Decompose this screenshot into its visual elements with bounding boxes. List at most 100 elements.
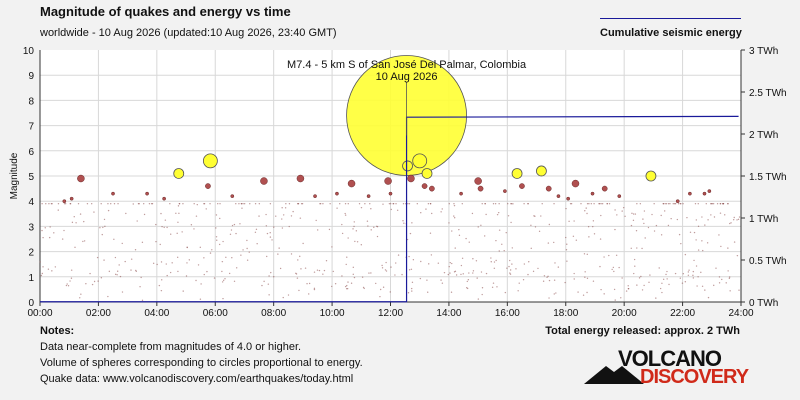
minor-quake-dot bbox=[80, 293, 82, 295]
minor-quake-dot bbox=[694, 203, 697, 205]
minor-quake-dot bbox=[528, 261, 530, 263]
minor-quake-dot bbox=[329, 203, 331, 205]
minor-quake-dot bbox=[339, 203, 341, 205]
minor-quake-dot bbox=[134, 249, 137, 251]
minor-quake-dot bbox=[503, 249, 505, 252]
minor-quake-dot bbox=[215, 227, 217, 229]
minor-quake-dot bbox=[313, 288, 316, 291]
minor-quake-dot bbox=[113, 203, 116, 205]
minor-quake-dot bbox=[213, 277, 216, 279]
quake-circle bbox=[202, 153, 218, 169]
total-energy-label: Total energy released: approx. 2 TWh bbox=[545, 325, 740, 337]
minor-quake-dot bbox=[588, 203, 590, 205]
minor-quake-dot bbox=[306, 283, 308, 285]
minor-quake-dot bbox=[453, 203, 455, 205]
minor-quake-dot bbox=[588, 236, 590, 238]
minor-quake-dot bbox=[727, 270, 729, 272]
minor-quake-dot bbox=[677, 203, 680, 205]
minor-quake-dot bbox=[493, 261, 496, 263]
minor-quake-dot bbox=[732, 219, 735, 221]
minor-quake-dot bbox=[461, 203, 463, 205]
quake-circle bbox=[617, 194, 622, 199]
minor-quake-dot bbox=[322, 273, 324, 275]
quake-circle bbox=[421, 183, 428, 189]
minor-quake-dot bbox=[554, 262, 556, 264]
minor-quake-dot bbox=[593, 233, 596, 235]
minor-quake-dot bbox=[103, 218, 106, 221]
minor-quake-dot bbox=[97, 280, 99, 282]
minor-quake-dot bbox=[716, 203, 719, 205]
minor-quake-dot bbox=[557, 266, 560, 268]
minor-quake-dot bbox=[509, 269, 512, 271]
minor-quake-dot bbox=[271, 239, 273, 241]
minor-quake-dot bbox=[506, 267, 508, 269]
minor-quake-dot bbox=[353, 221, 355, 223]
minor-quake-dot bbox=[107, 295, 109, 298]
minor-quake-dot bbox=[74, 246, 76, 249]
minor-quake-dot bbox=[158, 284, 161, 287]
minor-quake-dot bbox=[216, 239, 218, 241]
minor-quake-dot bbox=[297, 259, 299, 261]
minor-quake-dot bbox=[300, 203, 303, 205]
minor-quake-dot bbox=[50, 203, 53, 205]
y-tick-label: 2 bbox=[28, 248, 34, 259]
minor-quake-dot bbox=[178, 203, 181, 205]
minor-quake-dot bbox=[279, 267, 282, 270]
minor-quake-dot bbox=[381, 264, 383, 267]
quake-circle bbox=[566, 196, 571, 201]
minor-quake-dot bbox=[290, 253, 293, 255]
minor-quake-dot bbox=[268, 275, 270, 277]
x-tick-label: 22:00 bbox=[670, 308, 695, 319]
minor-quake-dot bbox=[706, 242, 709, 244]
minor-quake-dot bbox=[155, 240, 157, 243]
y-tick-label: 1 bbox=[28, 273, 34, 284]
minor-quake-dot bbox=[347, 281, 349, 283]
minor-quake-dot bbox=[48, 203, 50, 205]
minor-quake-dot bbox=[476, 277, 478, 279]
y-tick-label: 6 bbox=[28, 147, 34, 158]
volcano-icon bbox=[584, 366, 644, 384]
minor-quake-dot bbox=[497, 211, 500, 214]
minor-quake-dot bbox=[548, 297, 550, 299]
minor-quake-dot bbox=[582, 294, 585, 296]
minor-quake-dot bbox=[440, 211, 442, 213]
quake-circle bbox=[296, 174, 305, 183]
minor-quake-dot bbox=[634, 213, 637, 215]
minor-quake-dot bbox=[70, 269, 73, 271]
minor-quake-dot bbox=[370, 208, 372, 210]
minor-quake-dot bbox=[346, 284, 348, 287]
minor-quake-dot bbox=[396, 209, 399, 211]
minor-quake-dot bbox=[217, 203, 219, 205]
minor-quake-dot bbox=[166, 226, 168, 229]
minor-quake-dot bbox=[353, 225, 355, 228]
quake-circle bbox=[173, 168, 185, 179]
minor-quake-dot bbox=[93, 211, 95, 213]
minor-quake-dot bbox=[156, 263, 158, 266]
minor-quake-dot bbox=[600, 288, 602, 291]
minor-quake-dot bbox=[155, 223, 157, 226]
minor-quake-dot bbox=[90, 203, 93, 205]
minor-quake-dot bbox=[585, 207, 587, 209]
minor-quake-dot bbox=[199, 298, 202, 300]
minor-quake-dot bbox=[660, 214, 662, 217]
minor-quake-dot bbox=[102, 226, 104, 229]
minor-quake-dot bbox=[358, 203, 361, 205]
minor-quake-dot bbox=[512, 203, 514, 205]
minor-quake-dot bbox=[114, 256, 117, 259]
minor-quake-dot bbox=[282, 296, 284, 299]
minor-quake-dot bbox=[466, 280, 468, 283]
quake-circle bbox=[688, 191, 692, 196]
minor-quake-dot bbox=[246, 259, 249, 261]
minor-quake-dot bbox=[460, 264, 463, 267]
minor-quake-dot bbox=[420, 260, 422, 263]
x-tick-label: 12:00 bbox=[378, 308, 403, 319]
minor-quake-dot bbox=[369, 203, 371, 205]
minor-quake-dot bbox=[707, 219, 709, 221]
minor-quake-dot bbox=[287, 294, 290, 296]
quake-circle bbox=[421, 168, 433, 179]
y2-tick-label: 2.5 TWh bbox=[749, 88, 787, 99]
minor-quake-dot bbox=[200, 283, 202, 285]
minor-quake-dot bbox=[682, 203, 684, 205]
minor-quake-dot bbox=[186, 262, 188, 264]
